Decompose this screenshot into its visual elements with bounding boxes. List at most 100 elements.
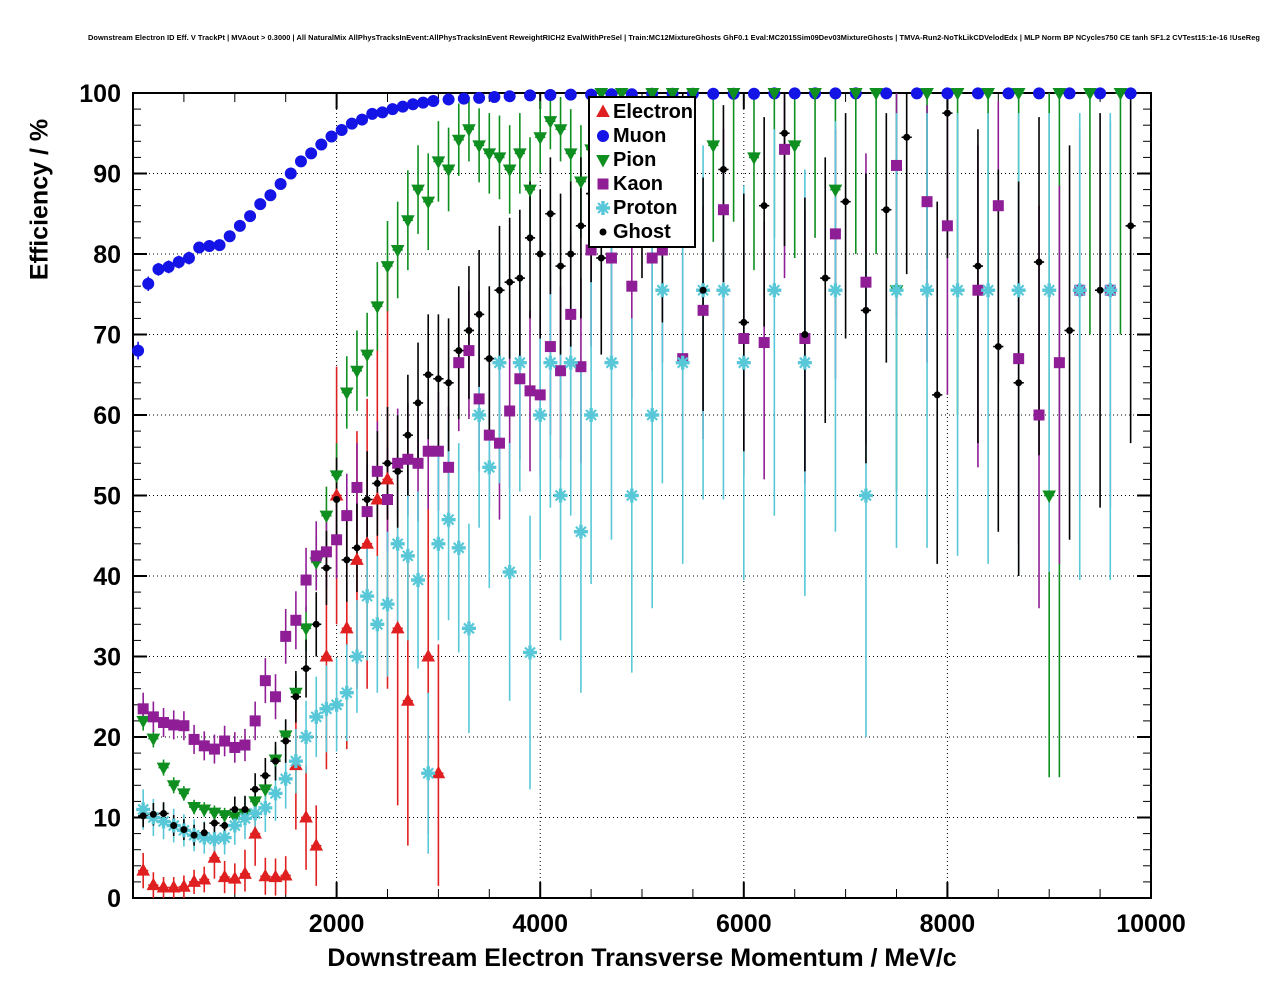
data-point (903, 133, 911, 141)
data-point (482, 148, 497, 161)
data-point (760, 202, 768, 210)
legend-item-muon[interactable]: Muon (590, 124, 694, 148)
data-point (596, 201, 610, 215)
data-point (329, 470, 344, 483)
data-point (349, 649, 364, 664)
data-point (421, 648, 436, 662)
data-point (455, 347, 463, 355)
data-point (1066, 326, 1074, 334)
legend-item-proton[interactable]: Proton (590, 196, 694, 220)
legend-label: Ghost (613, 221, 671, 243)
data-point (1042, 490, 1057, 504)
data-point (411, 573, 426, 588)
data-point (747, 87, 760, 100)
data-point (278, 730, 293, 743)
legend-marker-triangle-down-icon (593, 150, 613, 170)
data-point (371, 465, 383, 477)
data-point (697, 304, 709, 316)
data-point (136, 715, 151, 729)
data-point (217, 830, 232, 845)
data-point (597, 254, 605, 262)
data-point (472, 408, 487, 422)
data-point (305, 147, 318, 160)
data-point (422, 445, 434, 457)
data-point (339, 387, 354, 401)
data-point (442, 93, 455, 106)
data-point (493, 437, 505, 449)
data-point (223, 230, 236, 243)
data-point (248, 806, 263, 821)
data-point (441, 164, 456, 178)
data-point (1094, 87, 1107, 100)
data-point (544, 341, 556, 353)
svg-text:10000: 10000 (1116, 910, 1186, 938)
data-point (284, 167, 297, 180)
data-point (207, 807, 222, 821)
data-point (402, 453, 414, 465)
data-point (526, 234, 534, 242)
data-point (1053, 357, 1065, 369)
data-point (686, 88, 700, 101)
data-point (392, 457, 404, 469)
data-point (502, 564, 517, 579)
data-point (738, 333, 750, 345)
data-point (339, 620, 354, 634)
data-point (219, 735, 231, 747)
legend-item-electron[interactable]: Electron (590, 100, 694, 124)
data-point (292, 693, 300, 701)
data-point (203, 239, 216, 252)
data-point (136, 863, 151, 876)
data-point (302, 665, 310, 673)
data-point (614, 88, 629, 101)
data-point (485, 355, 493, 363)
data-point (172, 256, 185, 269)
data-point (390, 244, 405, 258)
data-point (441, 512, 456, 527)
data-point (1083, 88, 1097, 101)
legend-item-ghost[interactable]: Ghost (590, 220, 694, 244)
data-point (596, 104, 610, 117)
data-point (288, 754, 303, 769)
data-point (290, 614, 302, 626)
data-point (251, 785, 259, 793)
data-point (1035, 258, 1043, 266)
data-point (152, 263, 165, 276)
data-point (280, 630, 292, 642)
data-point (933, 391, 941, 399)
data-point (146, 733, 161, 747)
data-point (740, 318, 748, 326)
data-point (492, 152, 507, 165)
legend-marker-dot-icon (593, 222, 613, 242)
data-point (187, 802, 201, 815)
data-point (170, 822, 178, 830)
data-point (431, 536, 446, 551)
data-point (797, 355, 812, 370)
data-point (278, 867, 293, 881)
data-point (147, 711, 159, 723)
data-point (166, 780, 181, 793)
data-point (451, 540, 466, 555)
svg-text:100: 100 (79, 80, 121, 108)
data-point (149, 810, 157, 818)
data-point (351, 481, 363, 493)
data-point (160, 809, 168, 817)
data-point (227, 871, 242, 884)
data-point (299, 809, 313, 823)
data-point (401, 215, 415, 228)
legend-item-kaon[interactable]: Kaon (590, 172, 694, 196)
data-point (158, 717, 170, 729)
data-point (177, 879, 191, 892)
data-point (747, 152, 761, 165)
data-point (555, 365, 567, 377)
data-point (463, 345, 475, 357)
data-point (492, 355, 507, 370)
data-point (188, 733, 200, 745)
data-point (356, 113, 369, 126)
data-point (200, 829, 208, 837)
legend-item-pion[interactable]: Pion (590, 148, 694, 172)
data-point (1124, 87, 1137, 100)
svg-text:30: 30 (93, 644, 121, 672)
data-point (882, 206, 890, 214)
legend-marker-triangle-up-icon (593, 102, 613, 122)
